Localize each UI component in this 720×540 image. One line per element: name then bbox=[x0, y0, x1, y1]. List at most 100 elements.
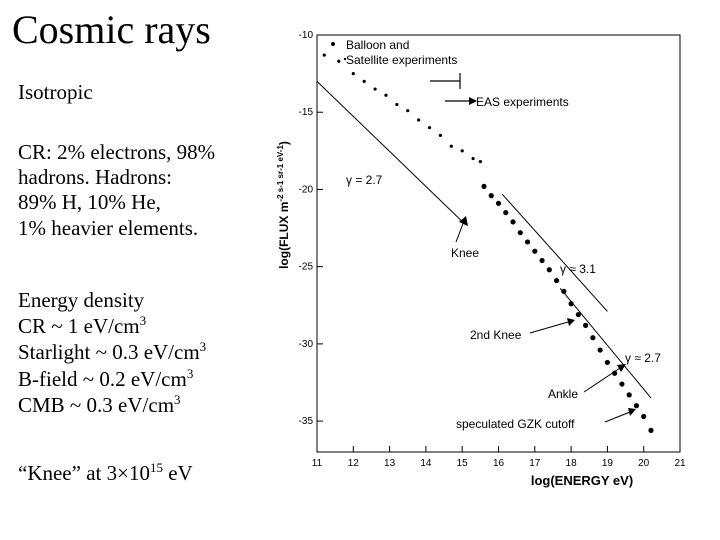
knee-text-block: “Knee” at 3×1015 eV bbox=[18, 460, 193, 486]
eas-data-point bbox=[481, 183, 487, 189]
gamma-27-left-label: γ = 2.7 bbox=[346, 173, 383, 187]
eas-data-point bbox=[495, 200, 502, 206]
eas-arrow-head bbox=[469, 97, 477, 105]
knee-ten: 10 bbox=[128, 461, 150, 485]
legend-balloon-marker bbox=[331, 42, 335, 46]
knee-prefix: “Knee” at 3 bbox=[18, 461, 118, 485]
knee-label: Knee bbox=[451, 246, 479, 260]
energy-density-block: Energy density CR ~ 1 eV/cm3 Starlight ~… bbox=[18, 288, 206, 418]
x-tick-label: 13 bbox=[384, 458, 396, 469]
slide-title: Cosmic rays bbox=[12, 7, 211, 52]
balloon-satellite-point bbox=[384, 93, 388, 97]
cmb-exponent: 3 bbox=[174, 391, 181, 407]
eas-data-point bbox=[524, 239, 531, 245]
gamma-27-left-line bbox=[316, 80, 467, 226]
balloon-satellite-point bbox=[449, 144, 453, 148]
y-tick-label: -30 bbox=[299, 339, 314, 350]
isotropic-text: Isotropic bbox=[18, 80, 93, 105]
knee-exponent: 15 bbox=[149, 460, 163, 475]
starlight-exponent: 3 bbox=[199, 339, 207, 355]
eas-data-point bbox=[641, 413, 647, 420]
gamma-27-right-label: γ ≈ 2.7 bbox=[625, 351, 661, 365]
cr-value: CR ~ 1 eV/cm bbox=[18, 314, 140, 339]
balloon-satellite-point bbox=[406, 109, 410, 113]
starlight-value: Starlight ~ 0.3 eV/cm bbox=[18, 340, 200, 365]
legend-balloon-label: Balloon and bbox=[346, 38, 409, 52]
eas-data-point bbox=[633, 403, 640, 409]
legend-satellite-marker bbox=[343, 57, 347, 61]
x-tick-label: 20 bbox=[638, 458, 650, 469]
gamma-31-label: γ ≈ 3.1 bbox=[560, 262, 596, 276]
eas-data-point bbox=[590, 335, 596, 341]
cr-exponent: 3 bbox=[139, 313, 147, 329]
y-axis-label: log(FLUX m-2 s-1 sr-1 eV-1) bbox=[276, 141, 291, 269]
x-tick-label: 17 bbox=[529, 458, 541, 469]
eas-data-point bbox=[532, 248, 538, 254]
ankle-arrow-shaft bbox=[583, 367, 621, 393]
balloon-satellite-point bbox=[417, 118, 421, 122]
eas-data-point bbox=[553, 277, 560, 284]
eas-data-point bbox=[510, 219, 516, 225]
y-tick-label: -25 bbox=[299, 262, 314, 273]
x-tick-label: 14 bbox=[420, 458, 432, 469]
gzk-label: speculated GZK cutoff bbox=[456, 417, 575, 431]
gzk-arrow-shaft bbox=[604, 411, 631, 423]
eas-data-point bbox=[539, 257, 545, 264]
y-tick-label: -10 bbox=[299, 30, 314, 41]
x-ticks: 11 12 13 14 15 16 17 18 19 20 21 bbox=[312, 446, 686, 469]
eas-data-point bbox=[517, 230, 523, 236]
eas-data-point bbox=[503, 210, 509, 216]
energy-density-cr: CR ~ 1 eV/cm3 bbox=[18, 313, 206, 339]
balloon-satellite-point bbox=[322, 53, 326, 57]
knee-times: × bbox=[117, 461, 129, 485]
cosmic-ray-spectrum-chart: 11 12 13 14 15 16 17 18 19 20 21 -10 -15 -20 -25 -30 -3… bbox=[276, 30, 686, 488]
knee-unit: eV bbox=[162, 461, 193, 485]
x-tick-label: 21 bbox=[674, 458, 686, 469]
eas-data-point bbox=[626, 392, 632, 398]
x-tick-label: 15 bbox=[457, 458, 469, 469]
legend-satellite-label: Satellite experiments bbox=[346, 53, 457, 67]
ankle-arrow-head bbox=[617, 364, 626, 372]
eas-data-point bbox=[561, 288, 567, 294]
energy-density-starlight: Starlight ~ 0.3 eV/cm3 bbox=[18, 339, 206, 365]
bfield-value: B-field ~ 0.2 eV/cm bbox=[18, 366, 187, 391]
balloon-satellite-point bbox=[395, 102, 399, 107]
y-axis-label-close: ) bbox=[277, 141, 291, 145]
x-tick-label: 19 bbox=[602, 458, 614, 469]
second-knee-label: 2nd Knee bbox=[470, 328, 522, 342]
balloon-satellite-point bbox=[478, 160, 482, 164]
y-ticks: -10 -15 -20 -25 -30 -35 bbox=[299, 30, 323, 427]
balloon-satellite-point bbox=[427, 126, 432, 130]
gamma-27-right-line bbox=[559, 287, 652, 399]
energy-density-heading: Energy density bbox=[18, 288, 145, 312]
second-knee-arrow-shaft bbox=[529, 321, 569, 334]
composition-line-1: CR: 2% electrons, 98% bbox=[18, 140, 216, 164]
eas-data-point bbox=[488, 193, 494, 199]
gamma-31-line bbox=[501, 193, 608, 312]
x-tick-label: 18 bbox=[566, 458, 578, 469]
bfield-exponent: 3 bbox=[186, 365, 194, 381]
y-axis-label-units: -2 s-1 sr-1 eV-1 bbox=[276, 145, 285, 202]
eas-data-point bbox=[619, 381, 625, 387]
balloon-satellite-point bbox=[438, 133, 443, 137]
x-tick-label: 16 bbox=[493, 458, 505, 469]
x-tick-label: 12 bbox=[348, 458, 360, 469]
eas-data-point bbox=[568, 301, 574, 307]
eas-data-point bbox=[583, 322, 589, 328]
eas-data-point bbox=[546, 267, 552, 273]
composition-line-3: 89% H, 10% He, bbox=[18, 190, 161, 215]
y-tick-label: -35 bbox=[299, 416, 314, 427]
isotropic-line: Isotropic bbox=[18, 80, 93, 104]
y-tick-label: -15 bbox=[299, 107, 314, 118]
eas-experiments-label: EAS experiments bbox=[476, 95, 569, 109]
x-tick-label: 11 bbox=[312, 458, 323, 469]
second-knee-arrow-head bbox=[567, 318, 575, 326]
composition-line-4: 1% heavier elements. bbox=[18, 215, 199, 240]
balloon-satellite-point bbox=[362, 79, 366, 83]
knee-line: “Knee” at 3×1015 eV bbox=[18, 460, 193, 486]
composition-text: CR: 2% electrons, 98% hadrons. Hadrons: … bbox=[18, 140, 215, 241]
composition-line-2: hadrons. Hadrons: bbox=[18, 165, 172, 190]
eas-data-point bbox=[648, 427, 654, 433]
ankle-label: Ankle bbox=[548, 387, 578, 401]
knee-arrow-shaft bbox=[455, 220, 465, 243]
